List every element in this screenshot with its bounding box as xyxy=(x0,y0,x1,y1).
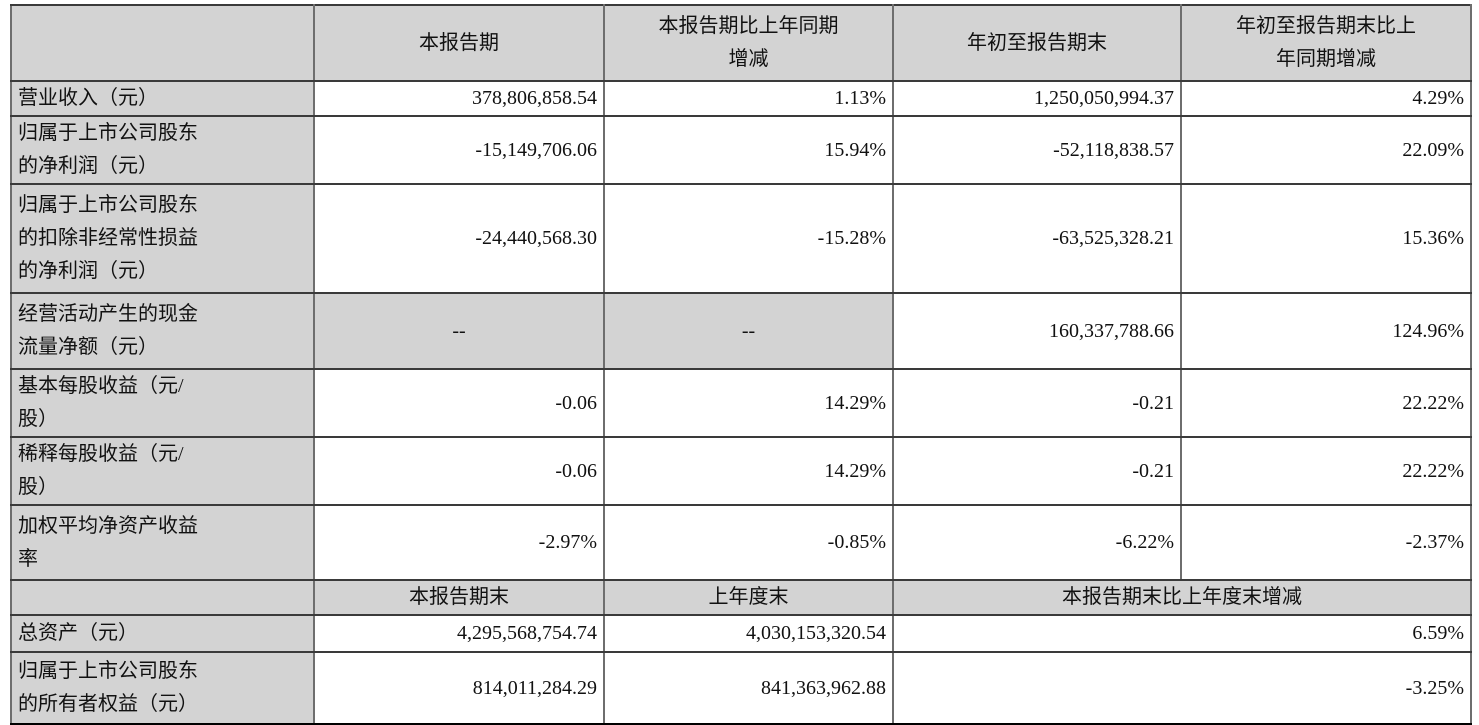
value-cell: 1.13% xyxy=(603,80,894,117)
table-row-revenue: 营业收入（元） 378,806,858.54 1.13% 1,250,050,9… xyxy=(10,80,1472,117)
header-blank xyxy=(10,4,315,82)
row-label: 归属于上市公司股东 的扣除非经常性损益 的净利润（元） xyxy=(10,183,315,294)
value-cell: 124.96% xyxy=(1180,292,1472,370)
subheader-blank xyxy=(10,579,315,616)
value-cell: 15.36% xyxy=(1180,183,1472,294)
table-row-equity: 归属于上市公司股东 的所有者权益（元） 814,011,284.29 841,3… xyxy=(10,651,1472,725)
value-cell: 841,363,962.88 xyxy=(603,651,894,725)
value-cell: -52,118,838.57 xyxy=(892,115,1182,185)
value-cell: 4.29% xyxy=(1180,80,1472,117)
value-cell: 378,806,858.54 xyxy=(313,80,605,117)
financial-summary-table: 本报告期 本报告期比上年同期 增减 年初至报告期末 年初至报告期末比上 年同期增… xyxy=(10,4,1472,725)
value-cell: -0.06 xyxy=(313,436,605,506)
value-cell: -0.21 xyxy=(892,368,1182,438)
row-label: 总资产（元） xyxy=(10,614,315,653)
header-current-yoy: 本报告期比上年同期 增减 xyxy=(603,4,894,82)
row-label: 归属于上市公司股东 的所有者权益（元） xyxy=(10,651,315,725)
value-cell: -3.25% xyxy=(892,651,1472,725)
table-row-operating-cash-flow: 经营活动产生的现金 流量净额（元） -- -- 160,337,788.66 1… xyxy=(10,292,1472,370)
row-label: 稀释每股收益（元/ 股） xyxy=(10,436,315,506)
table-subheader-row: 本报告期末 上年度末 本报告期末比上年度末增减 xyxy=(10,579,1472,616)
subheader-change: 本报告期末比上年度末增减 xyxy=(892,579,1472,616)
header-current-period: 本报告期 xyxy=(313,4,605,82)
value-cell: -15,149,706.06 xyxy=(313,115,605,185)
value-cell: 6.59% xyxy=(892,614,1472,653)
placeholder-cell: -- xyxy=(313,292,605,370)
value-cell: -63,525,328.21 xyxy=(892,183,1182,294)
value-cell: -0.85% xyxy=(603,504,894,581)
value-cell: 1,250,050,994.37 xyxy=(892,80,1182,117)
value-cell: 22.09% xyxy=(1180,115,1472,185)
value-cell: 14.29% xyxy=(603,436,894,506)
value-cell: -0.21 xyxy=(892,436,1182,506)
table-row-weighted-avg-roe: 加权平均净资产收益 率 -2.97% -0.85% -6.22% -2.37% xyxy=(10,504,1472,581)
value-cell: -6.22% xyxy=(892,504,1182,581)
row-label: 加权平均净资产收益 率 xyxy=(10,504,315,581)
value-cell: -24,440,568.30 xyxy=(313,183,605,294)
table-header-row: 本报告期 本报告期比上年同期 增减 年初至报告期末 年初至报告期末比上 年同期增… xyxy=(10,4,1472,82)
value-cell: 22.22% xyxy=(1180,436,1472,506)
placeholder-cell: -- xyxy=(603,292,894,370)
value-cell: -15.28% xyxy=(603,183,894,294)
value-cell: -2.37% xyxy=(1180,504,1472,581)
value-cell: -2.97% xyxy=(313,504,605,581)
row-label: 经营活动产生的现金 流量净额（元） xyxy=(10,292,315,370)
row-label: 营业收入（元） xyxy=(10,80,315,117)
table-row-total-assets: 总资产（元） 4,295,568,754.74 4,030,153,320.54… xyxy=(10,614,1472,653)
header-ytd-yoy: 年初至报告期末比上 年同期增减 xyxy=(1180,4,1472,82)
financial-summary: 本报告期 本报告期比上年同期 增减 年初至报告期末 年初至报告期末比上 年同期增… xyxy=(10,4,1479,725)
value-cell: 4,030,153,320.54 xyxy=(603,614,894,653)
header-ytd: 年初至报告期末 xyxy=(892,4,1182,82)
table-row-basic-eps: 基本每股收益（元/ 股） -0.06 14.29% -0.21 22.22% xyxy=(10,368,1472,438)
value-cell: 160,337,788.66 xyxy=(892,292,1182,370)
subheader-end-of-prev-year: 上年度末 xyxy=(603,579,894,616)
table-row-diluted-eps: 稀释每股收益（元/ 股） -0.06 14.29% -0.21 22.22% xyxy=(10,436,1472,506)
value-cell: 14.29% xyxy=(603,368,894,438)
table-row-net-profit-excl-nonrecurring: 归属于上市公司股东 的扣除非经常性损益 的净利润（元） -24,440,568.… xyxy=(10,183,1472,294)
value-cell: 814,011,284.29 xyxy=(313,651,605,725)
value-cell: 15.94% xyxy=(603,115,894,185)
table-row-net-profit: 归属于上市公司股东 的净利润（元） -15,149,706.06 15.94% … xyxy=(10,115,1472,185)
row-label: 基本每股收益（元/ 股） xyxy=(10,368,315,438)
value-cell: -0.06 xyxy=(313,368,605,438)
subheader-end-of-period: 本报告期末 xyxy=(313,579,605,616)
row-label: 归属于上市公司股东 的净利润（元） xyxy=(10,115,315,185)
value-cell: 4,295,568,754.74 xyxy=(313,614,605,653)
value-cell: 22.22% xyxy=(1180,368,1472,438)
